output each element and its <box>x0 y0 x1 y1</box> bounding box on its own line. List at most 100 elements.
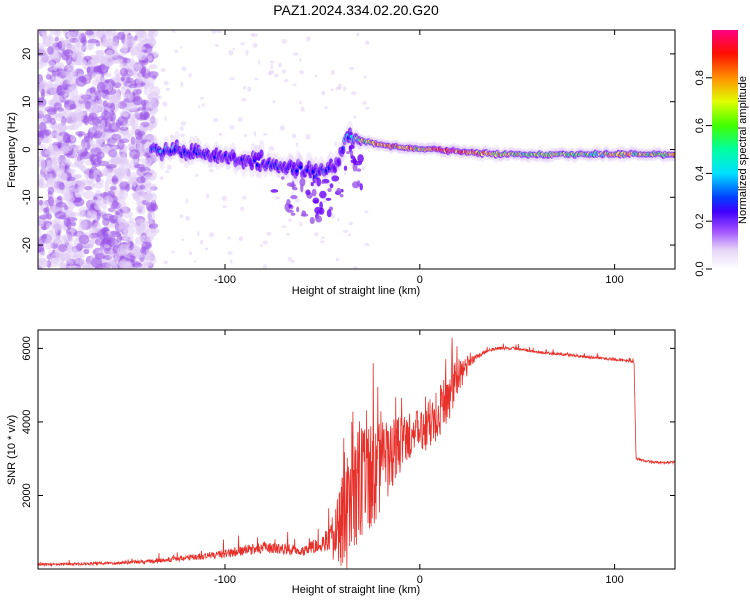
spectrogram-cell <box>63 218 71 227</box>
spectrogram-cell <box>239 206 245 211</box>
spectrogram-cell <box>299 221 303 227</box>
spectrogram-cell <box>70 221 77 227</box>
spectrogram-cell <box>46 37 57 49</box>
spectrogram-cell <box>66 76 73 85</box>
spectrogram-cell <box>64 205 69 211</box>
spectrogram-cell <box>147 93 153 101</box>
spectrogram-cell <box>57 244 68 253</box>
spectrogram-cell <box>117 244 130 255</box>
spectrogram-cell <box>56 122 67 133</box>
spectrogram-cell <box>112 245 118 254</box>
spectrogram-cell <box>252 42 258 48</box>
spectrogram-cell <box>61 254 67 262</box>
spectrogram-cell <box>292 186 298 191</box>
spectrogram-cell <box>243 133 247 137</box>
spectrogram-cell <box>230 259 233 264</box>
spectrogram-cell <box>188 73 192 78</box>
spectrogram-cell <box>96 151 105 159</box>
spectrogram-cell <box>77 180 85 192</box>
spectrogram-cell <box>124 62 130 70</box>
spectrogram-cell <box>262 132 268 136</box>
spectrogram-cell <box>179 214 184 219</box>
spectrogram-cell <box>135 30 147 38</box>
spectrogram-cell <box>145 201 157 212</box>
spectrogram-cell <box>163 80 169 86</box>
spectrogram-cell <box>229 77 235 81</box>
spectrogram-cell <box>337 83 342 90</box>
spectrogram-cell <box>281 225 286 228</box>
spectrogram-cell <box>70 251 77 260</box>
spectrogram-y-tick-label: -10 <box>21 189 33 205</box>
colorbar: 0.0 0.2 0.4 0.6 0.8 Normalized spectral ampl… <box>694 30 749 277</box>
spectrogram-cell <box>126 38 136 48</box>
spectrogram-cell <box>78 110 87 116</box>
spectrogram-cell <box>363 75 367 78</box>
spectrogram-cell <box>349 134 354 139</box>
spectrogram-cell <box>139 184 146 190</box>
spectrogram-cell <box>298 70 305 75</box>
snr-x-label: Height of straight line (km) <box>292 584 420 596</box>
spectrogram-cell <box>119 181 130 190</box>
spectrogram-cell <box>41 32 48 42</box>
spectrogram-cell <box>200 96 205 100</box>
spectrogram-cell <box>53 164 59 171</box>
spectrogram-y-tick-label: 20 <box>21 48 33 60</box>
spectrogram-cell <box>290 212 296 216</box>
spectrogram-cell <box>55 201 67 208</box>
spectrogram-cell <box>133 112 142 119</box>
spectrogram-x-tick-label: 100 <box>605 274 623 286</box>
spectrogram-cell <box>83 115 90 126</box>
spectrogram-cell <box>78 234 90 245</box>
spectrogram-cell <box>143 112 148 120</box>
spectrogram-cell <box>56 85 66 97</box>
spectrogram-cell <box>294 198 300 203</box>
spectrogram-cell <box>356 168 362 172</box>
spectrogram-cell <box>188 251 193 256</box>
spectrogram-cell <box>87 39 100 44</box>
spectrogram-cell <box>144 183 155 193</box>
spectrogram-cell <box>114 58 123 64</box>
spectrogram-cell <box>52 54 61 63</box>
spectrogram-cell <box>103 195 114 205</box>
spectrogram-cell <box>84 30 95 36</box>
spectrogram-cell <box>356 32 360 37</box>
spectrogram-cell <box>240 42 246 46</box>
spectrogram-cell <box>143 84 149 96</box>
spectrogram-cell <box>46 80 53 91</box>
spectrogram-cell <box>66 168 77 174</box>
spectrogram-cell <box>272 100 276 104</box>
spectrogram-cell <box>80 210 87 218</box>
spectrogram-cell <box>140 67 146 77</box>
spectrogram-cell <box>300 106 304 110</box>
spectrogram-cell <box>153 183 157 188</box>
spectrogram-cell <box>108 122 120 133</box>
spectrogram-cell <box>73 38 81 48</box>
spectrogram-cell <box>290 259 295 264</box>
spectrogram-cell <box>241 97 247 102</box>
spectrogram-y-label: Frequency (Hz) <box>6 112 18 188</box>
spectrogram-cell <box>165 87 171 91</box>
spectrogram-cell <box>50 88 59 96</box>
spectrogram-cell <box>76 32 82 41</box>
spectrogram-cell <box>157 101 160 105</box>
spectrogram-cell <box>295 142 299 147</box>
spectrogram-cell <box>333 165 337 170</box>
spectrogram-cell <box>343 86 347 92</box>
spectrogram-cell <box>57 40 63 50</box>
spectrogram-cell <box>150 101 159 111</box>
spectrogram-cell <box>89 232 100 239</box>
spectrogram-cell <box>105 94 115 101</box>
spectrogram-cell <box>95 77 106 84</box>
spectrogram-cell <box>365 40 370 46</box>
spectrogram-cell <box>67 244 72 253</box>
spectrogram-cell <box>159 176 164 181</box>
spectrogram-cell <box>38 45 46 56</box>
spectrogram-cell <box>300 109 305 112</box>
spectrogram-cell <box>47 196 55 206</box>
spectrogram-cell <box>292 52 299 56</box>
snr-x-tick-label: 100 <box>605 574 623 586</box>
spectrogram-cell <box>98 106 104 111</box>
spectrogram-cell <box>38 224 42 232</box>
spectrogram-cell <box>136 198 141 206</box>
spectrogram-cell <box>111 133 122 141</box>
